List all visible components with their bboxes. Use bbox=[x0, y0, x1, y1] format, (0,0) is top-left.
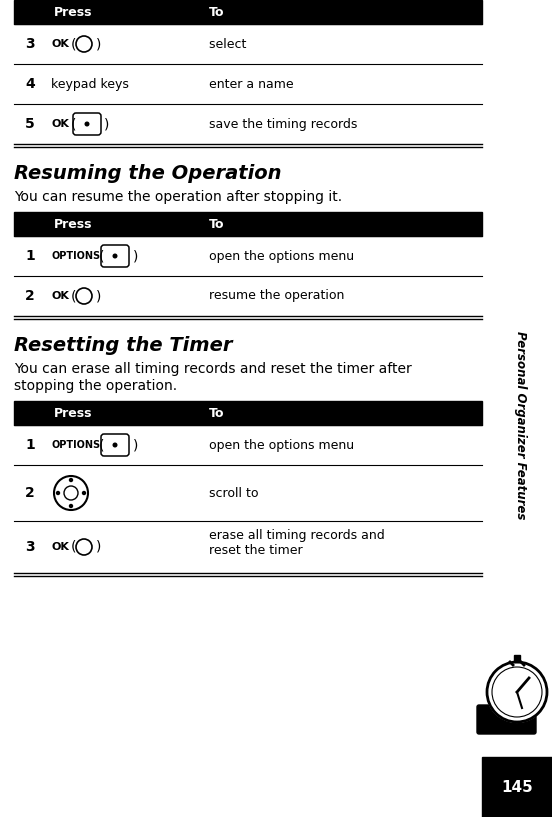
Bar bbox=[482, 757, 552, 817]
Circle shape bbox=[70, 505, 72, 507]
Text: 2: 2 bbox=[25, 289, 35, 303]
Text: (: ( bbox=[99, 438, 104, 452]
Text: open the options menu: open the options menu bbox=[209, 249, 354, 262]
Text: ): ) bbox=[133, 438, 139, 452]
Circle shape bbox=[70, 479, 72, 481]
Text: (: ( bbox=[99, 249, 104, 263]
Text: enter a name: enter a name bbox=[209, 78, 294, 91]
Circle shape bbox=[113, 254, 117, 258]
Text: OPTIONS: OPTIONS bbox=[51, 251, 100, 261]
Text: ): ) bbox=[96, 37, 102, 51]
Text: scroll to: scroll to bbox=[209, 486, 263, 499]
Text: 3: 3 bbox=[25, 37, 35, 51]
Text: ): ) bbox=[96, 289, 102, 303]
Text: You can resume the operation after stopping it.: You can resume the operation after stopp… bbox=[14, 190, 342, 204]
Text: resume the operation: resume the operation bbox=[209, 289, 344, 302]
Text: Press: Press bbox=[54, 407, 93, 419]
Text: (: ( bbox=[71, 37, 77, 51]
Text: 145: 145 bbox=[501, 779, 533, 794]
Text: Personal Organizer Features: Personal Organizer Features bbox=[514, 331, 527, 519]
Text: OK: OK bbox=[51, 542, 69, 552]
Text: stopping the operation.: stopping the operation. bbox=[14, 379, 177, 393]
Text: select: select bbox=[209, 38, 251, 51]
Circle shape bbox=[56, 492, 60, 494]
Text: 4: 4 bbox=[25, 77, 35, 91]
Text: 5: 5 bbox=[25, 117, 35, 131]
Text: erase all timing records and: erase all timing records and bbox=[209, 529, 385, 542]
Text: (: ( bbox=[71, 117, 77, 131]
Text: save the timing records: save the timing records bbox=[209, 118, 357, 131]
Text: To: To bbox=[209, 217, 225, 230]
Bar bbox=[14, 0, 482, 24]
Text: Press: Press bbox=[54, 6, 93, 19]
FancyBboxPatch shape bbox=[477, 705, 536, 734]
Text: keypad keys: keypad keys bbox=[51, 78, 129, 91]
Text: 1: 1 bbox=[25, 438, 35, 452]
Text: ): ) bbox=[96, 540, 102, 554]
Bar bbox=[14, 212, 482, 236]
Text: reset the timer: reset the timer bbox=[209, 544, 302, 557]
Text: open the options menu: open the options menu bbox=[209, 439, 354, 452]
Text: Press: Press bbox=[54, 217, 93, 230]
Text: (: ( bbox=[71, 289, 77, 303]
Text: OK: OK bbox=[51, 119, 69, 129]
Circle shape bbox=[487, 662, 547, 722]
Text: 1: 1 bbox=[25, 249, 35, 263]
Bar bbox=[14, 401, 482, 425]
Text: To: To bbox=[209, 407, 225, 419]
Text: Resuming the Operation: Resuming the Operation bbox=[14, 164, 282, 183]
Text: You can erase all timing records and reset the timer after: You can erase all timing records and res… bbox=[14, 362, 412, 376]
Text: Resetting the Timer: Resetting the Timer bbox=[14, 336, 232, 355]
Circle shape bbox=[82, 492, 86, 494]
Text: To: To bbox=[209, 6, 225, 19]
Text: OK: OK bbox=[51, 39, 69, 49]
Text: 2: 2 bbox=[25, 486, 35, 500]
Text: (: ( bbox=[71, 540, 77, 554]
Circle shape bbox=[113, 443, 117, 447]
Bar bbox=[514, 655, 520, 662]
Text: OK: OK bbox=[51, 291, 69, 301]
Circle shape bbox=[85, 123, 89, 126]
Text: ): ) bbox=[104, 117, 109, 131]
Text: 3: 3 bbox=[25, 540, 35, 554]
Text: ): ) bbox=[133, 249, 139, 263]
Text: OPTIONS: OPTIONS bbox=[51, 440, 100, 450]
